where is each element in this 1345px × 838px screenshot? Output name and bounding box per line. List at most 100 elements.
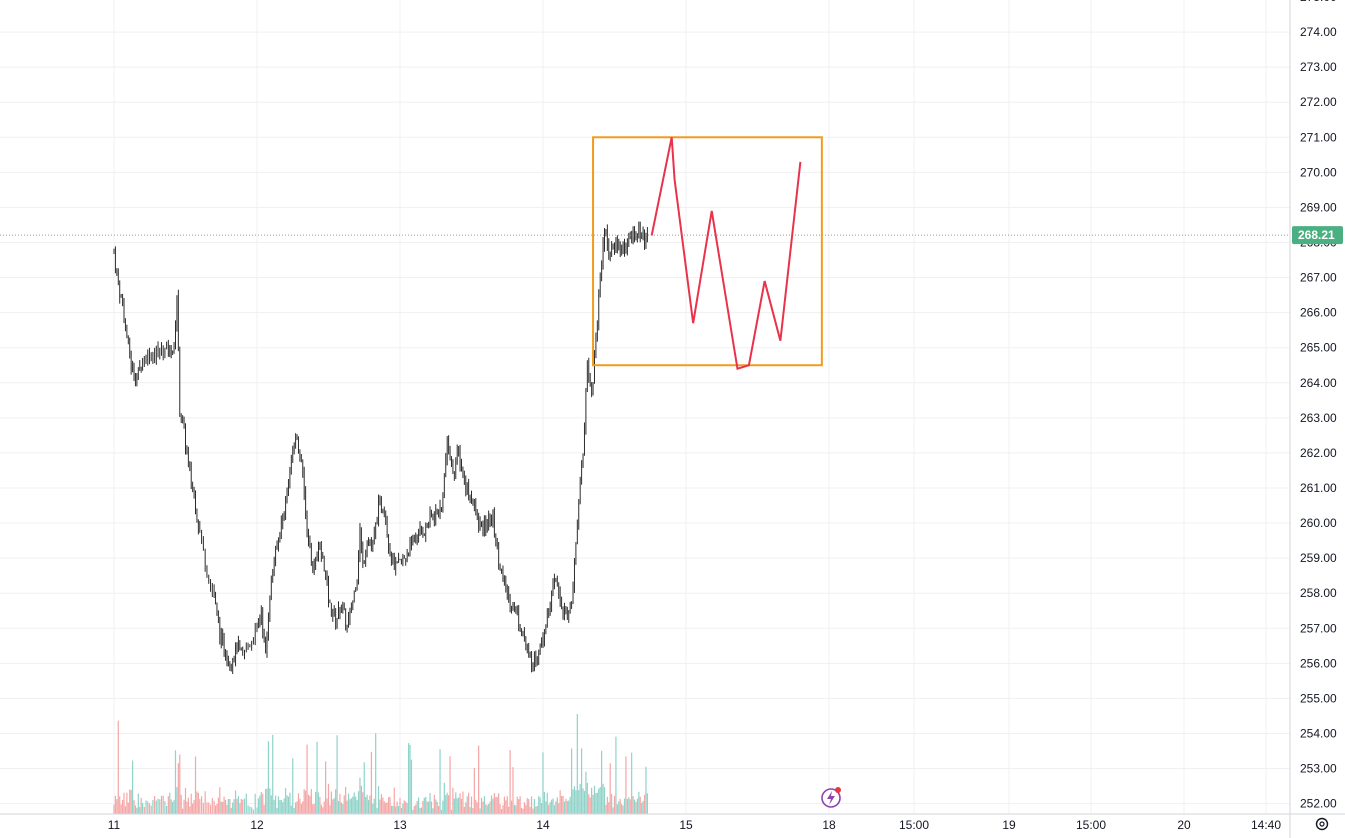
- volume-bar: [366, 794, 368, 814]
- volume-bar: [297, 793, 300, 814]
- volume-bar: [529, 806, 531, 814]
- volume-bar: [448, 795, 450, 814]
- volume-bar: [251, 807, 253, 814]
- volume-bar: [505, 800, 507, 814]
- volume-bar: [586, 782, 588, 814]
- lightning-icon[interactable]: [821, 787, 841, 808]
- volume-bar: [422, 800, 424, 814]
- volume-bar: [116, 799, 118, 814]
- volume-bar: [450, 809, 453, 814]
- volume-bar: [333, 798, 335, 814]
- volume-bar: [375, 733, 377, 814]
- volume-bar: [417, 797, 420, 814]
- volume-bar: [129, 789, 131, 814]
- time-tick-label: 14: [536, 818, 550, 832]
- volume-bar: [525, 804, 527, 814]
- volume-bar: [234, 790, 237, 814]
- last-price-badge-text: 268.21: [1298, 228, 1335, 242]
- time-tick-label: 15:00: [1076, 818, 1106, 832]
- volume-bar: [352, 796, 354, 814]
- volume-bar: [449, 756, 451, 814]
- volume-bar: [385, 802, 387, 814]
- volume-bar: [635, 801, 637, 814]
- volume-bar: [230, 807, 232, 814]
- price-axis[interactable]: 275.00 274.00 273.00 272.00 271.00 270.00 269.…: [1289, 0, 1337, 838]
- volume-bar: [462, 791, 464, 814]
- volume-bar: [257, 798, 260, 814]
- volume-bar: [282, 802, 284, 814]
- volume-bar: [498, 793, 500, 814]
- time-tick-label: 15: [679, 818, 693, 832]
- volume-bar: [592, 794, 594, 814]
- projection-path[interactable]: [650, 137, 802, 371]
- volume-bar: [272, 734, 274, 814]
- volume-bar: [571, 748, 573, 814]
- volume-bar: [316, 741, 318, 814]
- price-tick-label: 256.00: [1300, 656, 1337, 670]
- volume-bars: [113, 714, 648, 814]
- volume-bar: [117, 720, 119, 814]
- volume-bar: [193, 800, 195, 814]
- volume-bar: [456, 798, 458, 814]
- volume-bar: [247, 805, 249, 814]
- volume-bar: [576, 714, 578, 814]
- volume-bar: [204, 791, 206, 814]
- volume-bar: [578, 789, 580, 814]
- volume-bar: [199, 799, 201, 814]
- volume-bar: [543, 791, 546, 814]
- volume-bar: [550, 799, 553, 814]
- volume-bar: [416, 800, 418, 814]
- volume-bar: [490, 795, 493, 814]
- volume-bar: [357, 791, 360, 814]
- volume-bar: [430, 801, 433, 814]
- price-candles: [113, 221, 648, 674]
- volume-bar: [403, 800, 405, 814]
- volume-bar: [315, 791, 317, 814]
- volume-bar: [625, 756, 627, 814]
- volume-bar: [535, 806, 537, 814]
- volume-bar: [303, 789, 305, 814]
- price-tick-label: 263.00: [1300, 411, 1337, 425]
- volume-bar: [143, 806, 145, 814]
- price-tick-label: 272.00: [1300, 95, 1337, 109]
- volume-bar: [495, 797, 497, 814]
- volume-bar: [232, 802, 234, 814]
- volume-bar: [538, 796, 540, 814]
- volume-bar: [583, 790, 586, 814]
- volume-bar: [372, 803, 374, 814]
- volume-bar: [283, 798, 285, 814]
- volume-bar: [310, 789, 312, 814]
- last-price-badge: 268.21: [1292, 226, 1343, 245]
- volume-bar: [373, 798, 375, 814]
- volume-bar: [139, 806, 141, 814]
- volume-bar: [345, 786, 347, 814]
- volume-bar: [638, 791, 640, 814]
- volume-bar: [134, 805, 137, 814]
- volume-bar: [223, 796, 225, 814]
- volume-bar: [180, 794, 182, 814]
- volume-bar: [305, 790, 307, 814]
- range-box[interactable]: [592, 136, 823, 367]
- volume-bar: [500, 809, 503, 814]
- volume-bar: [299, 798, 301, 814]
- volume-bar: [603, 787, 606, 814]
- volume-bar: [520, 807, 523, 814]
- volume-bar: [466, 796, 468, 814]
- volume-bar: [172, 801, 174, 814]
- volume-bar: [623, 798, 626, 814]
- volume-bar: [496, 796, 498, 814]
- volume-bar: [392, 805, 394, 814]
- time-axis[interactable]: 11 12 13 14 15 18 15:00 19 15:00 20 14:40: [0, 813, 1345, 832]
- volume-bar: [393, 787, 395, 814]
- volume-bar: [513, 804, 515, 814]
- volume-bar: [220, 801, 222, 814]
- volume-bar: [488, 804, 490, 814]
- volume-bar: [194, 756, 197, 814]
- price-tick-label: 269.00: [1300, 200, 1337, 214]
- volume-bar: [343, 795, 345, 814]
- gear-icon[interactable]: [1315, 817, 1329, 831]
- volume-bar: [573, 786, 576, 814]
- volume-bar: [177, 763, 179, 814]
- volume-bar: [412, 809, 414, 814]
